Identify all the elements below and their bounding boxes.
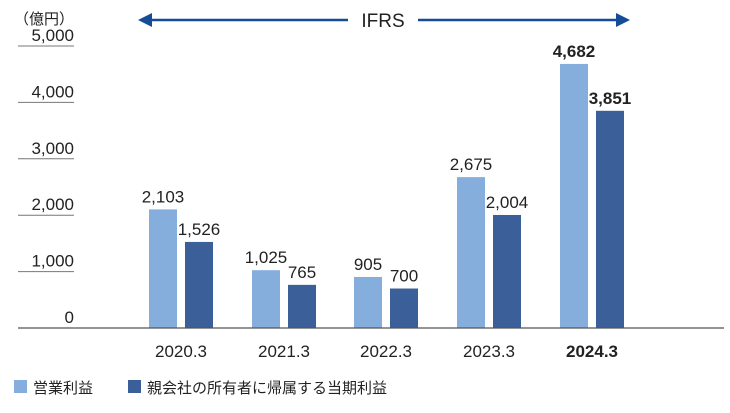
data-label: 2,103 [142, 187, 185, 206]
y-tick-label: 4,000 [31, 82, 74, 101]
x-axis: 2020.3 2021.3 2022.3 2023.3 2024.3 [18, 327, 724, 361]
x-tick-label: 2024.3 [566, 342, 618, 361]
y-tick-label: 3,000 [31, 139, 74, 158]
data-label: 2,004 [486, 193, 529, 212]
y-tick-label: 0 [65, 308, 74, 327]
bar-net-profit [390, 288, 418, 328]
ifrs-arrow: IFRS [138, 11, 630, 32]
bar-operating-profit [560, 63, 588, 328]
bar-operating-profit [252, 270, 280, 328]
x-tick-label: 2021.3 [258, 342, 310, 361]
legend-swatch [14, 380, 27, 393]
data-label: 700 [390, 267, 418, 286]
ifrs-label: IFRS [361, 11, 404, 32]
legend-label: 親会社の所有者に帰属する当期利益 [147, 379, 387, 397]
legend-label: 営業利益 [33, 380, 93, 397]
ifrs-arrow-right-head [616, 13, 630, 27]
bar-net-profit [185, 241, 213, 328]
legend-swatch [128, 380, 141, 393]
y-tick-label: 2,000 [31, 195, 74, 214]
data-label: 765 [288, 263, 316, 282]
bar-net-profit [493, 214, 521, 328]
bar-operating-profit [149, 209, 177, 328]
x-tick-label: 2022.3 [360, 342, 412, 361]
bar-net-profit [288, 284, 316, 328]
bar-net-profit [596, 110, 624, 329]
y-axis: 0 1,000 2,000 3,000 4,000 5,000 [18, 26, 74, 327]
bar-operating-profit [457, 177, 485, 328]
data-label: 2,675 [450, 155, 493, 174]
data-label: 4,682 [553, 42, 596, 61]
data-label: 1,526 [178, 220, 221, 239]
y-tick-label: 1,000 [31, 252, 74, 271]
x-tick-label: 2023.3 [463, 342, 515, 361]
unit-label: （億円） [14, 11, 74, 28]
x-tick-label: 2020.3 [155, 342, 207, 361]
data-label: 1,025 [245, 248, 288, 267]
ifrs-arrow-left-head [138, 13, 152, 27]
legend: 営業利益 親会社の所有者に帰属する当期利益 [14, 379, 387, 397]
data-label: 3,851 [589, 89, 632, 108]
y-tick-label: 5,000 [31, 26, 74, 45]
bar-operating-profit [354, 276, 382, 328]
data-label: 905 [354, 255, 382, 274]
